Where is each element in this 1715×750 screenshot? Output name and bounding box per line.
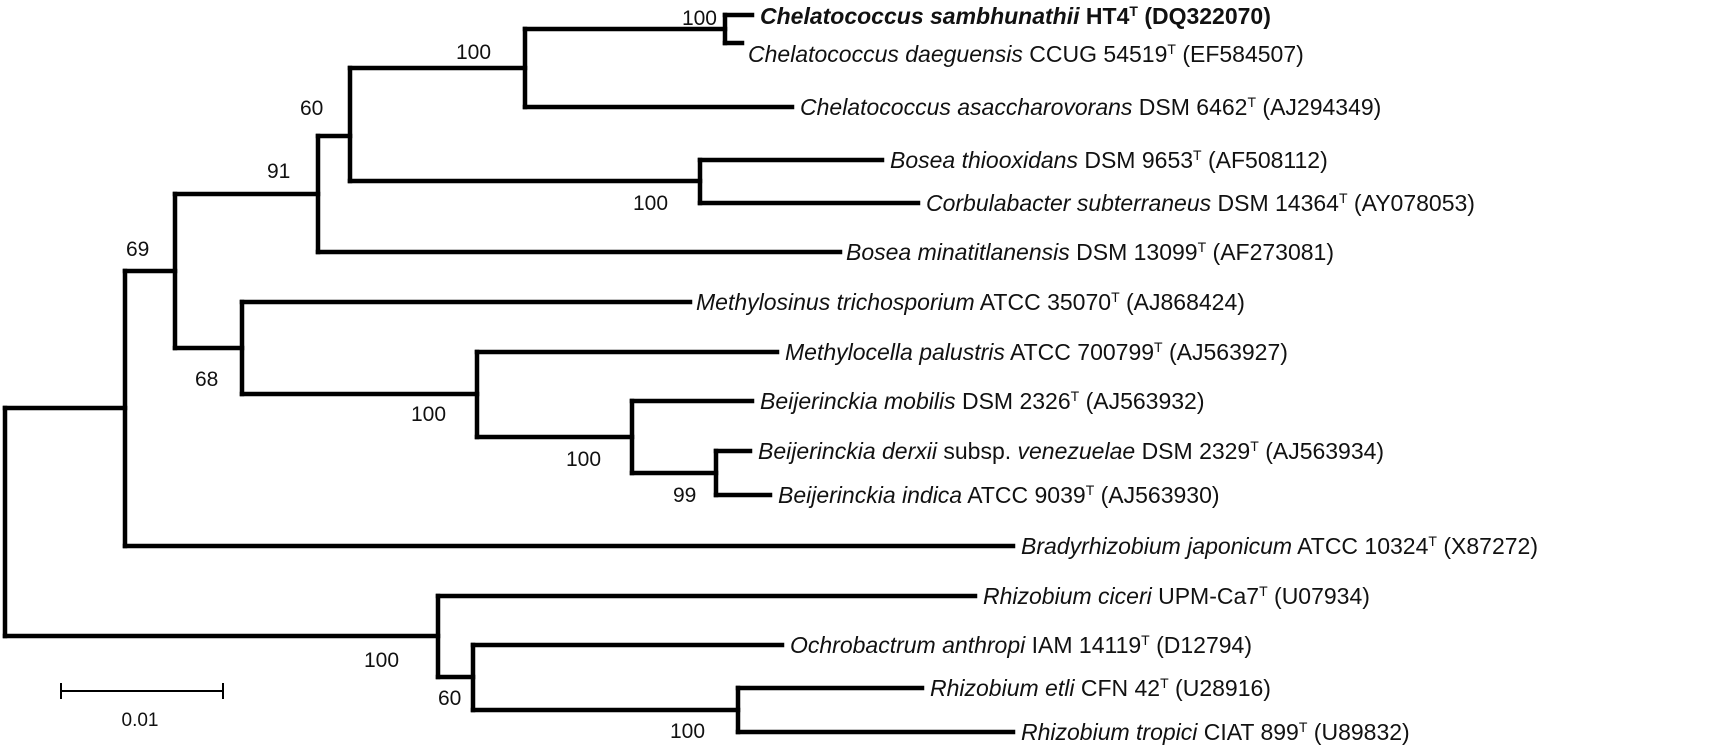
taxon-label: Bosea minatitlanensis DSM 13099T (AF2730… <box>846 239 1334 265</box>
tree-branches <box>2 12 1016 735</box>
bootstrap-value: 100 <box>364 649 399 672</box>
taxon-labels: Chelatococcus sambhunathii HT4T (DQ32207… <box>696 3 1538 745</box>
taxon-label: Beijerinckia mobilis DSM 2326T (AJ563932… <box>760 388 1205 414</box>
bootstrap-value: 60 <box>300 97 323 120</box>
bootstrap-values: 100 100 60 100 91 69 68 100 100 99 100 6… <box>126 7 717 743</box>
taxon-label: Chelatococcus sambhunathii HT4T (DQ32207… <box>760 3 1271 29</box>
taxon-label: Rhizobium tropici CIAT 899T (U89832) <box>1021 719 1410 745</box>
bootstrap-value: 69 <box>126 238 149 261</box>
bootstrap-value: 99 <box>673 484 696 507</box>
taxon-label: Bradyrhizobium japonicum ATCC 10324T (X8… <box>1021 533 1538 559</box>
taxon-label: Rhizobium ciceri UPM-Ca7T (U07934) <box>983 583 1370 609</box>
taxon-label: Chelatococcus daeguensis CCUG 54519T (EF… <box>748 41 1304 67</box>
bootstrap-value: 100 <box>682 7 717 30</box>
taxon-label: Chelatococcus asaccharovorans DSM 6462T … <box>800 94 1381 120</box>
bootstrap-value: 100 <box>633 192 668 215</box>
bootstrap-value: 68 <box>195 368 218 391</box>
taxon-label: Bosea thiooxidans DSM 9653T (AF508112) <box>890 147 1328 173</box>
bootstrap-value: 100 <box>566 448 601 471</box>
bootstrap-value: 100 <box>456 41 491 64</box>
taxon-label: Corbulabacter subterraneus DSM 14364T (A… <box>926 190 1475 216</box>
bootstrap-value: 91 <box>267 160 290 183</box>
taxon-label: Beijerinckia indica ATCC 9039T (AJ563930… <box>778 482 1220 508</box>
taxon-label: Rhizobium etli CFN 42T (U28916) <box>930 675 1271 701</box>
taxon-label: Beijerinckia derxii subsp. venezuelae DS… <box>758 438 1384 464</box>
scale-bar: 0.01 <box>60 683 224 731</box>
taxon-label: Ochrobactrum anthropi IAM 14119T (D12794… <box>790 632 1252 658</box>
bootstrap-value: 60 <box>438 687 461 710</box>
scale-bar-label: 0.01 <box>122 710 159 731</box>
bootstrap-value: 100 <box>670 720 705 743</box>
bootstrap-value: 100 <box>411 403 446 426</box>
taxon-label: Methylosinus trichosporium ATCC 35070T (… <box>696 289 1245 315</box>
taxon-label: Methylocella palustris ATCC 700799T (AJ5… <box>785 339 1288 365</box>
